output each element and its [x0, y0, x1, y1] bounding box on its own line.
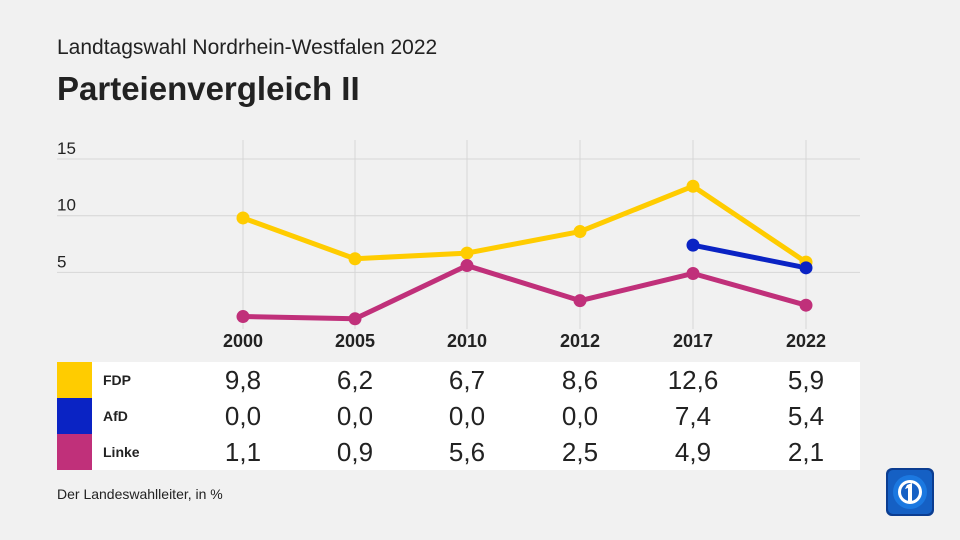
chart-title: Parteienvergleich II [57, 70, 360, 107]
x-tick-label: 2012 [560, 331, 600, 351]
data-point-linke [460, 259, 474, 273]
chart-subtitle: Landtagswahl Nordrhein-Westfalen 2022 [57, 36, 438, 59]
x-tick-label: 2022 [786, 331, 826, 351]
value-table: FDP 9,8 6,2 6,7 8,6 12,6 5,9 AfD 0,0 0,0 0,0 0,0 7,4… [57, 362, 860, 470]
x-tick-label: 2010 [447, 331, 487, 351]
data-point-linke [799, 298, 813, 312]
table-cell: 2,5 [561, 437, 599, 467]
data-point-fdp [236, 211, 250, 225]
table-row-fdp: FDP 9,8 6,2 6,7 8,6 12,6 5,9 [57, 362, 860, 398]
table-cell: 2,1 [787, 437, 825, 467]
table-cell: 7,4 [674, 401, 712, 431]
data-point-linke [686, 266, 700, 280]
y-tick-label: 15 [57, 139, 76, 158]
table-cell: 1,1 [224, 437, 262, 467]
series-line-linke [240, 263, 809, 322]
table-cell: 0,9 [336, 437, 374, 467]
data-point-fdp [686, 179, 700, 193]
data-point-linke [236, 310, 250, 324]
x-tick-label: 2017 [673, 331, 713, 351]
table-cell: 5,6 [448, 437, 486, 467]
table-cell: 0,0 [224, 401, 262, 431]
x-tick-label: 2005 [335, 331, 375, 351]
series-line-fdp [240, 183, 809, 265]
table-cell: 0,0 [448, 401, 486, 431]
data-point-linke [348, 312, 362, 326]
data-point-fdp [348, 252, 362, 266]
legend-label: Linke [103, 444, 140, 460]
table-cell: 8,6 [561, 365, 599, 395]
table-cell: 6,7 [448, 365, 486, 395]
table-cell: 6,2 [336, 365, 374, 395]
table-cell: 0,0 [561, 401, 599, 431]
table-cell: 9,8 [224, 365, 262, 395]
line-chart: 5 10 15 2000 2005 2010 2012 2017 2022 [57, 139, 860, 351]
tagesschau-logo-icon [886, 468, 934, 516]
data-point-fdp [573, 225, 587, 239]
data-point-linke [573, 294, 587, 308]
data-point-fdp [460, 246, 474, 260]
y-tick-label: 5 [57, 252, 66, 271]
data-point-afd [686, 238, 700, 252]
legend-swatch [57, 398, 92, 434]
table-cell: 4,9 [674, 437, 712, 467]
legend-label: FDP [103, 372, 131, 388]
y-tick-label: 10 [57, 196, 76, 215]
series-line-afd [690, 242, 809, 271]
legend-label: AfD [103, 408, 128, 424]
table-cell: 5,4 [787, 401, 825, 431]
legend-swatch [57, 362, 92, 398]
table-cell: 12,6 [667, 365, 719, 395]
legend-swatch [57, 434, 92, 470]
table-row-afd: AfD 0,0 0,0 0,0 0,0 7,4 5,4 [57, 398, 860, 434]
table-cell: 0,0 [336, 401, 374, 431]
source-note: Der Landeswahlleiter, in % [57, 486, 223, 502]
data-point-afd [799, 261, 813, 275]
table-row-linke: Linke 1,1 0,9 5,6 2,5 4,9 2,1 [57, 434, 860, 470]
table-cell: 5,9 [787, 365, 825, 395]
x-tick-label: 2000 [223, 331, 263, 351]
